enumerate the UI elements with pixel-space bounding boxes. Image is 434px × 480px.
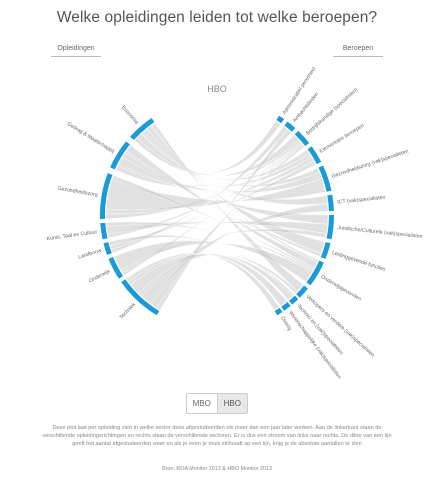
left-column-header: Opleidingen	[51, 45, 101, 57]
occupation-arc-11[interactable]	[281, 302, 291, 311]
toggle-hbo[interactable]: HBO	[216, 394, 247, 413]
education-arc-3[interactable]	[100, 222, 108, 240]
education-label-0: Economie	[120, 105, 140, 126]
occupation-label-4: Gezondheidszorg (vak)specialisten	[331, 148, 410, 179]
occupation-arc-0[interactable]	[276, 115, 285, 124]
education-arc-1[interactable]	[110, 141, 130, 170]
chord-ribbon[interactable]	[113, 240, 313, 283]
occupation-arc-9[interactable]	[296, 285, 308, 298]
toggle-mbo[interactable]: MBO	[192, 399, 211, 408]
occupation-label-5: ICT (vak)specialisten	[337, 195, 386, 206]
education-label-3: Kunst, Taal en Cultuur	[46, 229, 98, 242]
occupation-arc-10[interactable]	[288, 295, 299, 305]
education-label-4: Landbouw	[78, 248, 103, 261]
occupation-arc-7[interactable]	[320, 242, 331, 259]
chord-ribbon[interactable]	[125, 252, 280, 311]
education-arc-2[interactable]	[100, 173, 113, 220]
education-arc-5[interactable]	[108, 256, 124, 279]
occupation-arc-3[interactable]	[307, 146, 322, 165]
level-toggle[interactable]: MBO HBO	[186, 393, 248, 414]
education-label-6: Techniek	[119, 301, 138, 320]
occupation-arc-2[interactable]	[294, 130, 310, 147]
education-arc-4[interactable]	[103, 242, 112, 256]
occupation-arc-5[interactable]	[327, 194, 334, 212]
occupation-label-8: Onderwijsgevenden	[320, 274, 363, 302]
education-label-1: Gedrag & Maatschappij	[66, 121, 115, 154]
occupation-arc-8[interactable]	[306, 260, 324, 286]
occupation-arc-6[interactable]	[326, 215, 334, 240]
arc-layer	[100, 115, 334, 316]
right-column-header: Beroepen	[333, 45, 383, 57]
ribbon-layer	[105, 120, 329, 311]
occupation-arc-1[interactable]	[284, 121, 296, 132]
occupation-label-7: Leidinggevende functies	[331, 250, 386, 273]
occupation-label-6: Juridische/Culturele (vak)specialisten	[337, 225, 423, 240]
occupation-label-0: Administratief personeel	[282, 66, 318, 116]
education-label-5: Onderwijs	[88, 268, 112, 284]
chart-title: HBO	[207, 84, 227, 94]
occupation-label-3: Elementaire beroepen	[319, 123, 366, 155]
education-arc-6[interactable]	[121, 279, 160, 316]
education-label-2: Gezondheidszorg	[57, 186, 98, 199]
education-arc-0[interactable]	[130, 118, 155, 141]
occupation-arc-4[interactable]	[318, 165, 332, 192]
source-note: Bron: ROA Monitor 2013 & HBO Monitor 201…	[162, 466, 272, 472]
page-title: Welke opleidingen leiden tot welke beroe…	[56, 9, 378, 26]
description: Deze plot laat per opleiding zien in wel…	[42, 425, 392, 447]
occupation-arc-12[interactable]	[274, 307, 283, 316]
